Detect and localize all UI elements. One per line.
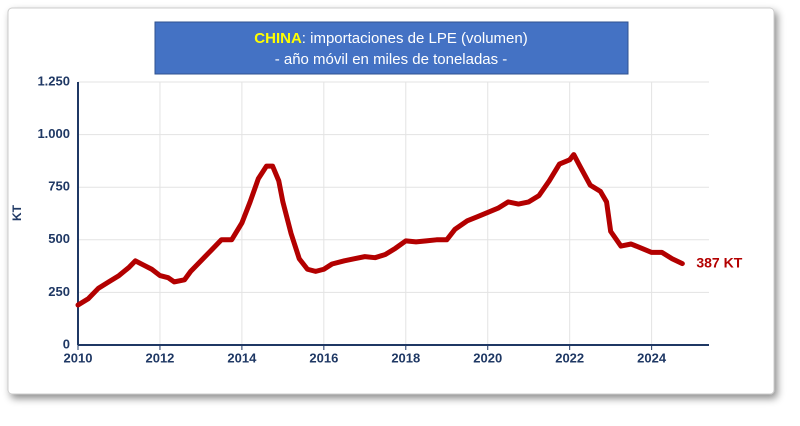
- title-highlight: CHINA: [254, 30, 302, 47]
- x-tick-label: 2024: [637, 350, 667, 365]
- x-tick-label: 2022: [555, 350, 584, 365]
- y-tick-label: 750: [48, 179, 70, 194]
- y-tick-label: 250: [48, 284, 70, 299]
- x-tick-label: 2016: [309, 350, 338, 365]
- card: [7, 7, 775, 395]
- y-tick-label: 1.000: [37, 126, 70, 141]
- title: CHINA: importaciones de LPE (volumen): [254, 30, 527, 47]
- y-tick-label: 0: [63, 336, 70, 351]
- y-axis-label: KT: [10, 204, 24, 221]
- x-tick-label: 2010: [64, 350, 93, 365]
- subtitle: - año móvil en miles de toneladas -: [275, 51, 508, 68]
- x-tick-label: 2020: [473, 350, 502, 365]
- title-box: [154, 21, 629, 75]
- x-tick-label: 2012: [145, 350, 174, 365]
- y-tick-label: 1.250: [37, 73, 70, 88]
- x-tick-label: 2018: [391, 350, 420, 365]
- title-rest: : importaciones de LPE (volumen): [302, 30, 528, 47]
- end-label: 387 KT: [696, 254, 742, 270]
- x-tick-label: 2014: [227, 350, 257, 365]
- line-series: [75, 152, 685, 308]
- y-tick-label: 500: [48, 231, 70, 246]
